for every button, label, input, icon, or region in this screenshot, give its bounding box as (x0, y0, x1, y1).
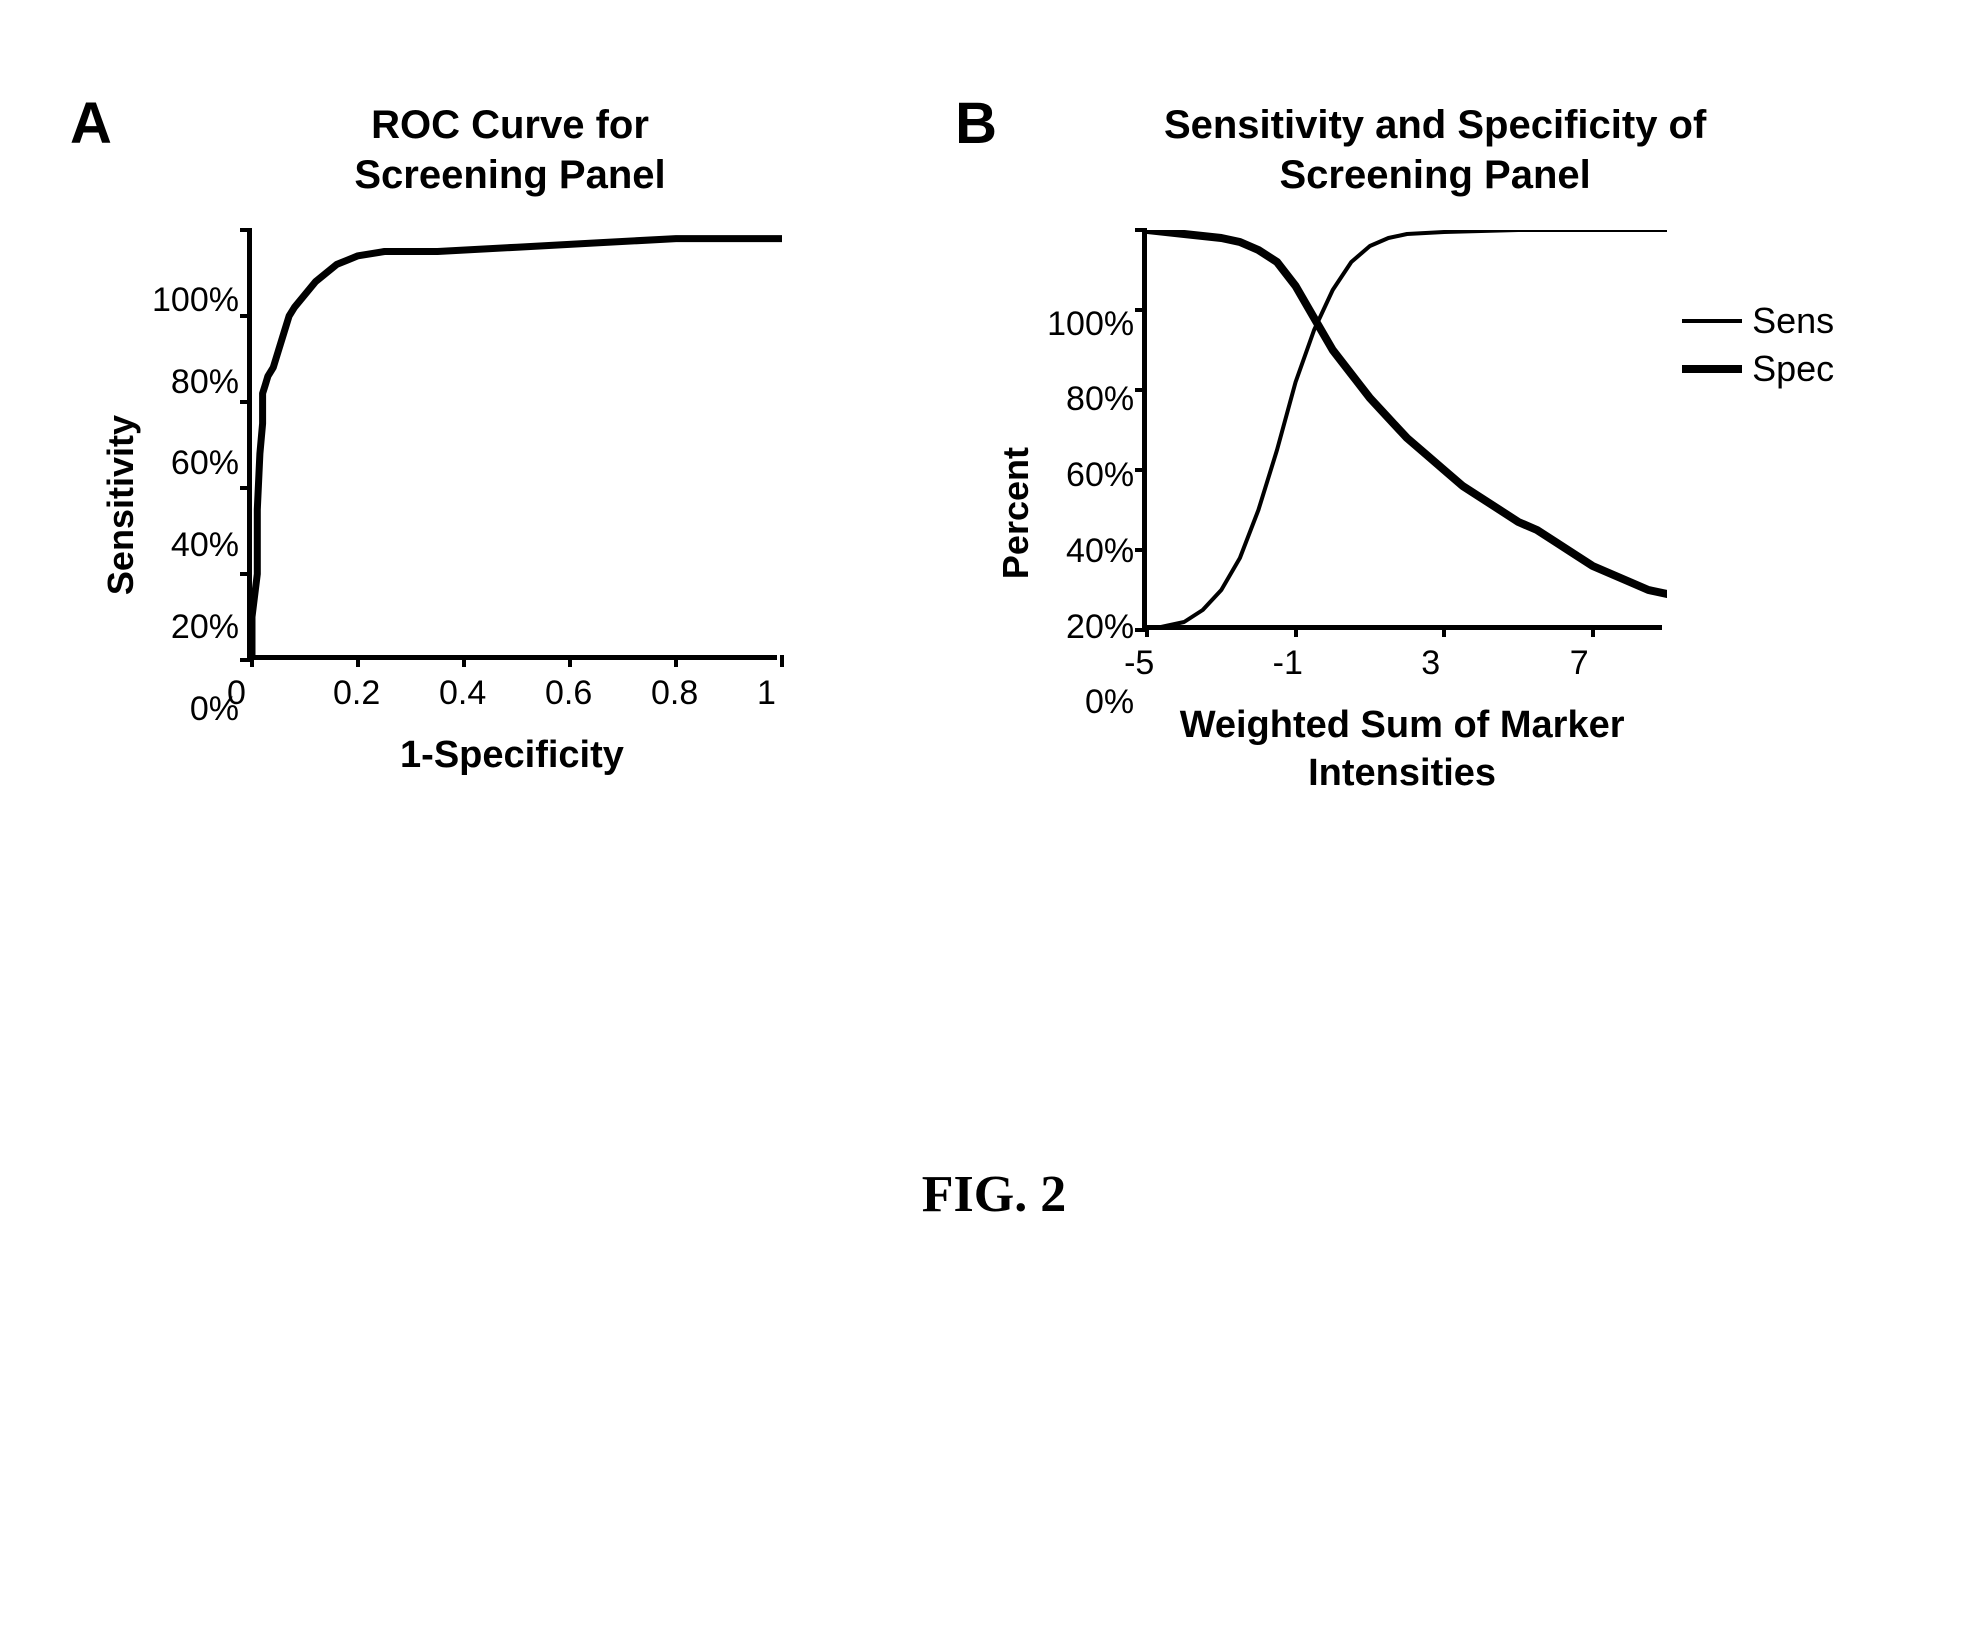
ytick-label: 80% (1066, 380, 1134, 419)
ytick-label: 0% (1085, 683, 1134, 722)
ytick-label: 100% (1047, 305, 1134, 344)
xtick-label: 0.4 (439, 674, 486, 713)
legend-line-icon (1682, 365, 1742, 373)
ytick-label: 100% (152, 281, 239, 320)
ytick-label: 60% (1066, 456, 1134, 495)
ytick-label: 40% (1066, 532, 1134, 571)
xtick-mark (568, 655, 572, 667)
xtick-label: 0.2 (333, 674, 380, 713)
chart-a-svg (252, 230, 782, 660)
panel-a: A ROC Curve for Screening Panel Sensitiv… (80, 100, 935, 797)
spec-line (1147, 230, 1667, 594)
chart-a-plot-area (247, 230, 777, 660)
chart-a-plot-col: 00.20.40.60.81 1-Specificity (247, 230, 777, 780)
ytick-mark (240, 486, 252, 490)
panel-a-title: ROC Curve for Screening Panel (200, 100, 820, 200)
ytick-mark (240, 228, 252, 232)
xtick-mark (1442, 625, 1446, 637)
xtick-mark (462, 655, 466, 667)
panel-b-title: Sensitivity and Specificity of Screening… (1035, 100, 1835, 200)
legend-row: Sens (1682, 300, 1834, 342)
ytick-mark (240, 314, 252, 318)
chart-b-ylabel: Percent (995, 447, 1037, 579)
panel-b-title-line2: Screening Panel (1280, 153, 1591, 197)
chart-a-xticks: 00.20.40.60.81 (247, 674, 777, 714)
xtick-mark (780, 655, 784, 667)
ytick-label: 60% (171, 444, 239, 483)
xtick-mark (250, 655, 254, 667)
xtick-label: -5 (1124, 644, 1154, 683)
ytick-mark (240, 400, 252, 404)
ytick-mark (1135, 308, 1147, 312)
ytick-label: 40% (171, 526, 239, 565)
panel-a-letter: A (70, 90, 112, 157)
xtick-label: 3 (1421, 644, 1440, 683)
sens-line (1147, 230, 1667, 630)
xtick-mark (674, 655, 678, 667)
ytick-mark (240, 572, 252, 576)
ytick-mark (1135, 548, 1147, 552)
xtick-label: 1 (757, 674, 776, 713)
xtick-mark (356, 655, 360, 667)
panel-b-letter: B (955, 90, 997, 157)
xtick-label: -1 (1273, 644, 1303, 683)
chart-a-ylabel: Sensitivity (100, 415, 142, 595)
roc-line (252, 239, 782, 660)
chart-a-wrap: Sensitivity 100%80%60%40%20%0% 00.20.40.… (100, 230, 935, 780)
xtick-label: 0.8 (651, 674, 698, 713)
chart-a-xlabel: 1-Specificity (247, 732, 777, 780)
chart-b-wrap: Percent 100% 80% 60% 40% 20% 0% Sens Spec -5 -1… (995, 230, 1908, 797)
panel-b: B Sensitivity and Specificity of Screeni… (975, 100, 1908, 797)
legend-label: Sens (1752, 300, 1834, 342)
panel-a-title-line1: ROC Curve for (371, 103, 649, 147)
xtick-label: 0.6 (545, 674, 592, 713)
ytick-label: 80% (171, 363, 239, 402)
panel-a-title-line2: Screening Panel (354, 153, 665, 197)
chart-b-plot-col: SensSpec -5-137 Weighted Sum of Marker I… (1142, 230, 1662, 797)
panel-b-title-line1: Sensitivity and Specificity of (1164, 103, 1706, 147)
xtick-mark (1145, 625, 1149, 637)
ytick-mark (1135, 228, 1147, 232)
ytick-label: 20% (1066, 608, 1134, 647)
ytick-mark (1135, 388, 1147, 392)
chart-b-xlabel: Weighted Sum of Marker Intensities (1142, 702, 1662, 797)
ytick-mark (1135, 468, 1147, 472)
legend-line-icon (1682, 319, 1742, 323)
chart-b-svg (1147, 230, 1667, 630)
chart-a-yticks: 100%80%60%40%20%0% (152, 281, 247, 729)
chart-b-plot-area (1142, 230, 1662, 630)
ytick-label: 20% (171, 608, 239, 647)
chart-b-xlabel-line1: Weighted Sum of Marker (1180, 704, 1625, 746)
xtick-mark (1591, 625, 1595, 637)
chart-b-xlabel-line2: Intensities (1308, 752, 1496, 794)
xtick-mark (1294, 625, 1298, 637)
xtick-label: 0 (227, 674, 246, 713)
chart-b-legend: Sens Spec (1682, 300, 1834, 396)
xtick-label: 7 (1570, 644, 1589, 683)
figure-caption: FIG. 2 (0, 1165, 1988, 1224)
legend-label: Spec (1752, 348, 1834, 390)
legend-row: Spec (1682, 348, 1834, 390)
figure-container: A ROC Curve for Screening Panel Sensitiv… (80, 100, 1908, 797)
chart-b-xticks: -5-137 (1142, 644, 1662, 684)
